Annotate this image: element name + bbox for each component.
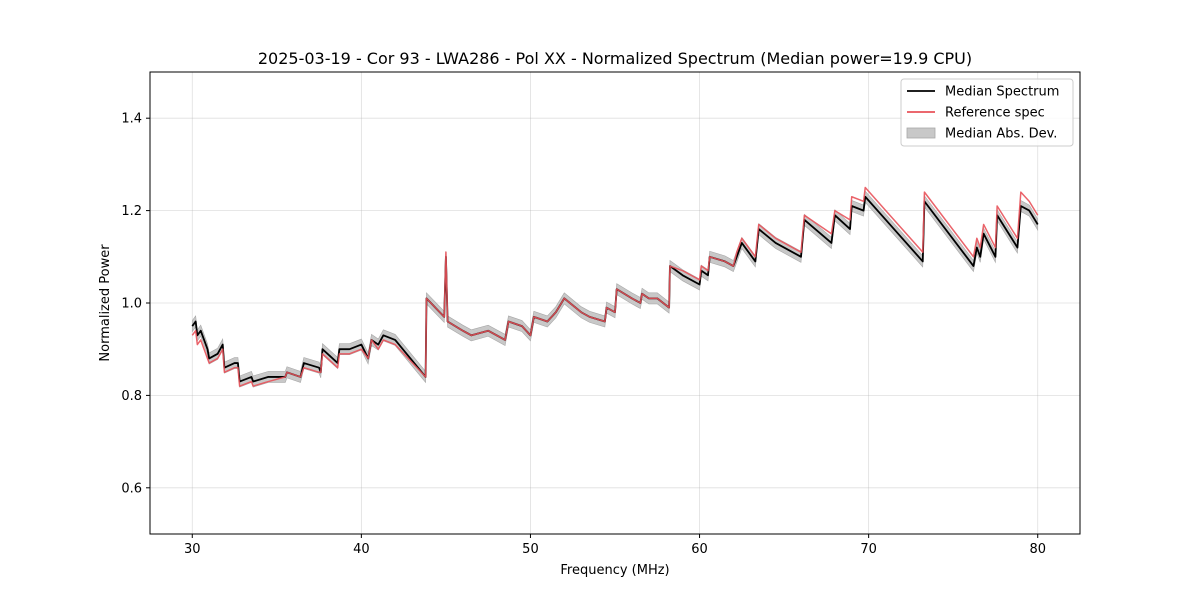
legend-label-reference-spec: Reference spec [945, 106, 1045, 121]
legend-label-median-abs-dev: Median Abs. Dev. [945, 127, 1057, 142]
x-axis-label: Frequency (MHz) [560, 563, 669, 578]
legend-swatch-median-abs-dev [906, 127, 936, 139]
legend: Median Spectrum Reference spec Median Abs.… [900, 78, 1074, 147]
series-layer [191, 186, 1039, 387]
y-tick-label: 0.6 [121, 481, 142, 496]
y-tick-label: 1.0 [121, 297, 142, 312]
x-tick-label: 60 [691, 542, 708, 557]
y-axis-label: Normalized Power [98, 244, 113, 362]
reference-spec-line [191, 186, 1039, 387]
legend-label-median-spectrum: Median Spectrum [945, 85, 1059, 100]
x-axis-ticks: 30 40 50 60 70 80 [184, 534, 1046, 557]
x-tick-label: 40 [353, 542, 370, 557]
legend-box [900, 78, 1074, 147]
x-tick-label: 30 [184, 542, 201, 557]
y-tick-label: 0.8 [121, 389, 142, 404]
y-tick-label: 1.4 [121, 112, 142, 127]
y-tick-label: 1.2 [121, 204, 142, 219]
x-tick-label: 80 [1029, 542, 1046, 557]
x-tick-label: 70 [860, 542, 877, 557]
x-tick-label: 50 [522, 542, 539, 557]
chart-title: 2025-03-19 - Cor 93 - LWA286 - Pol XX - … [258, 49, 972, 68]
y-axis-ticks: 0.6 0.8 1.0 1.2 1.4 [121, 112, 150, 496]
